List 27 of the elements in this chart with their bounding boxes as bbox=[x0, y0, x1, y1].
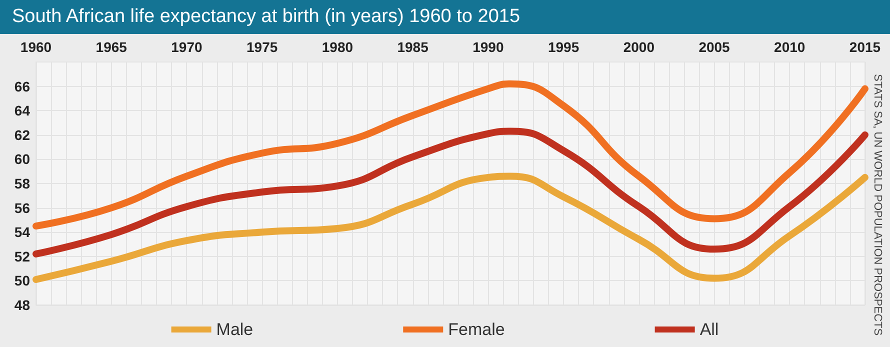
x-tick-label: 1960 bbox=[20, 39, 52, 55]
y-tick-label: 56 bbox=[14, 200, 30, 216]
x-tick-label: 2000 bbox=[623, 39, 655, 55]
y-tick-label: 48 bbox=[14, 297, 30, 313]
legend-label: Female bbox=[448, 320, 505, 339]
x-tick-label: 2010 bbox=[774, 39, 806, 55]
x-tick-label: 1980 bbox=[322, 39, 354, 55]
x-tick-label: 1995 bbox=[548, 39, 580, 55]
y-tick-label: 64 bbox=[14, 102, 30, 119]
y-tick-label: 58 bbox=[14, 176, 30, 192]
y-tick-label: 54 bbox=[14, 224, 30, 240]
y-tick-label: 62 bbox=[14, 126, 30, 143]
legend-label: Male bbox=[216, 320, 254, 339]
x-tick-label: 1975 bbox=[246, 39, 278, 55]
x-tick-label: 1965 bbox=[96, 39, 128, 55]
x-tick-label: 1985 bbox=[397, 39, 429, 55]
y-tick-label: 66 bbox=[14, 78, 30, 94]
x-tick-label: 1990 bbox=[472, 39, 504, 55]
legend-label: All bbox=[700, 320, 719, 339]
chart-title: South African life expectancy at birth (in years) 1960 to 2015 bbox=[0, 0, 890, 34]
x-tick-label: 1970 bbox=[171, 39, 203, 55]
y-tick-label: 50 bbox=[14, 272, 30, 289]
y-tick-label: 60 bbox=[14, 151, 30, 168]
text: STATS SA, UN WORLD POPULATION PROSPECTS bbox=[872, 74, 884, 336]
x-tick-label: 2005 bbox=[698, 39, 730, 55]
y-tick-label: 52 bbox=[14, 248, 30, 264]
x-tick-label: 2015 bbox=[849, 39, 881, 55]
